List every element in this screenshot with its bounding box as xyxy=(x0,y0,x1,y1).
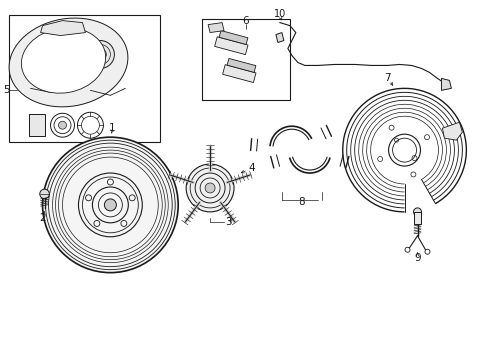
Text: 10: 10 xyxy=(273,9,285,19)
Circle shape xyxy=(104,199,116,211)
Circle shape xyxy=(42,137,178,273)
Circle shape xyxy=(40,189,49,199)
Bar xyxy=(413,212,421,224)
Polygon shape xyxy=(442,122,462,140)
Circle shape xyxy=(413,208,421,216)
Ellipse shape xyxy=(21,28,105,93)
Text: 4: 4 xyxy=(248,163,255,173)
Text: 1: 1 xyxy=(109,123,116,133)
Text: 6: 6 xyxy=(242,15,249,26)
Circle shape xyxy=(204,183,215,193)
Polygon shape xyxy=(214,37,247,55)
Circle shape xyxy=(86,41,114,68)
Polygon shape xyxy=(219,31,247,45)
Ellipse shape xyxy=(9,18,128,107)
Polygon shape xyxy=(275,32,284,42)
Circle shape xyxy=(59,121,66,129)
Polygon shape xyxy=(208,23,224,32)
Polygon shape xyxy=(41,21,85,36)
Bar xyxy=(9,15,160,142)
Circle shape xyxy=(29,48,48,67)
Circle shape xyxy=(186,164,234,212)
Polygon shape xyxy=(226,58,255,72)
Bar xyxy=(202,19,289,100)
Polygon shape xyxy=(441,78,450,90)
Polygon shape xyxy=(222,65,256,82)
Text: 5: 5 xyxy=(4,85,10,95)
Text: 2: 2 xyxy=(39,213,46,223)
Text: 8: 8 xyxy=(298,197,305,207)
Text: 7: 7 xyxy=(384,73,390,84)
Text: 9: 9 xyxy=(413,253,420,263)
Bar xyxy=(29,114,44,136)
Text: 3: 3 xyxy=(224,217,231,227)
